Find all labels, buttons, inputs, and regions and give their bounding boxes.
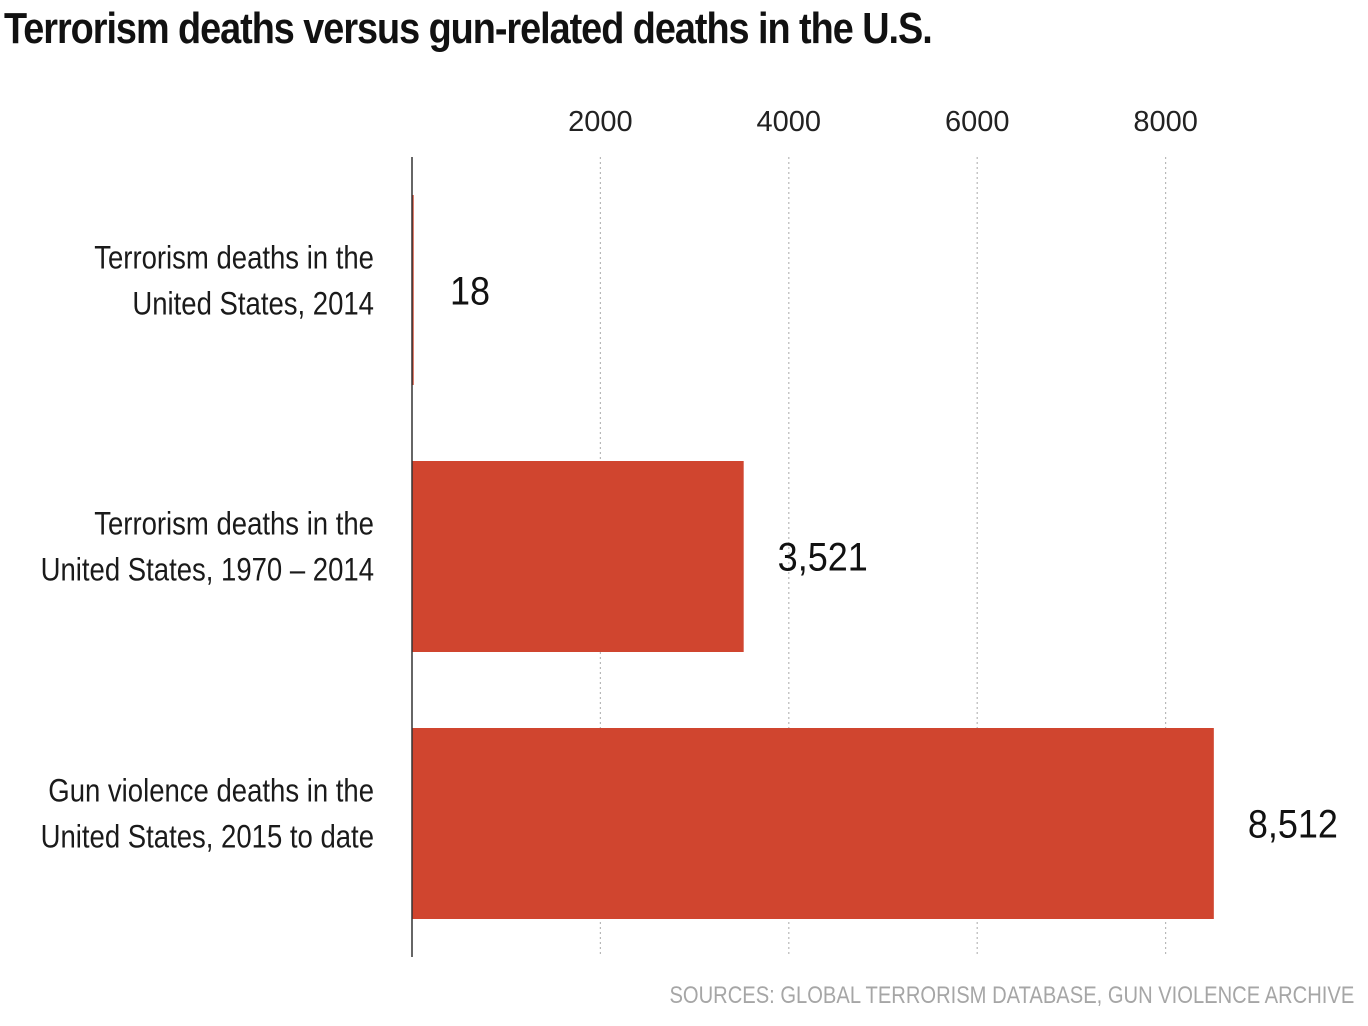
bars <box>412 195 1214 919</box>
tick-label-6000: 6000 <box>945 106 1010 138</box>
tick-label-2000: 2000 <box>568 106 633 138</box>
category-label-2-line-1: United States, 2015 to date <box>41 820 374 855</box>
category-label-0-line-0: Terrorism deaths in the <box>94 241 374 276</box>
value-label-0: 18 <box>450 270 490 314</box>
x-axis-ticks: 2000 4000 6000 8000 <box>568 106 1198 138</box>
bar-2 <box>412 728 1214 919</box>
category-label-1-line-0: Terrorism deaths in the <box>94 507 374 542</box>
chart-title: Terrorism deaths versus gun-related deat… <box>4 4 933 53</box>
value-label-2: 8,512 <box>1248 803 1338 847</box>
bar-1 <box>412 461 744 652</box>
value-labels: 18 3,521 8,512 <box>450 270 1338 847</box>
value-label-1: 3,521 <box>778 536 868 580</box>
source-note: SOURCES: GLOBAL TERRORISM DATABASE, GUN … <box>669 982 1354 1009</box>
tick-label-4000: 4000 <box>757 106 822 138</box>
category-label-2-line-0: Gun violence deaths in the <box>48 774 374 809</box>
category-labels: Terrorism deaths in the United States, 20… <box>41 241 374 855</box>
category-label-0-line-1: United States, 2014 <box>132 287 374 322</box>
category-label-1-line-1: United States, 1970 – 2014 <box>41 553 374 588</box>
tick-label-8000: 8000 <box>1133 106 1198 138</box>
bar-0 <box>412 195 414 385</box>
